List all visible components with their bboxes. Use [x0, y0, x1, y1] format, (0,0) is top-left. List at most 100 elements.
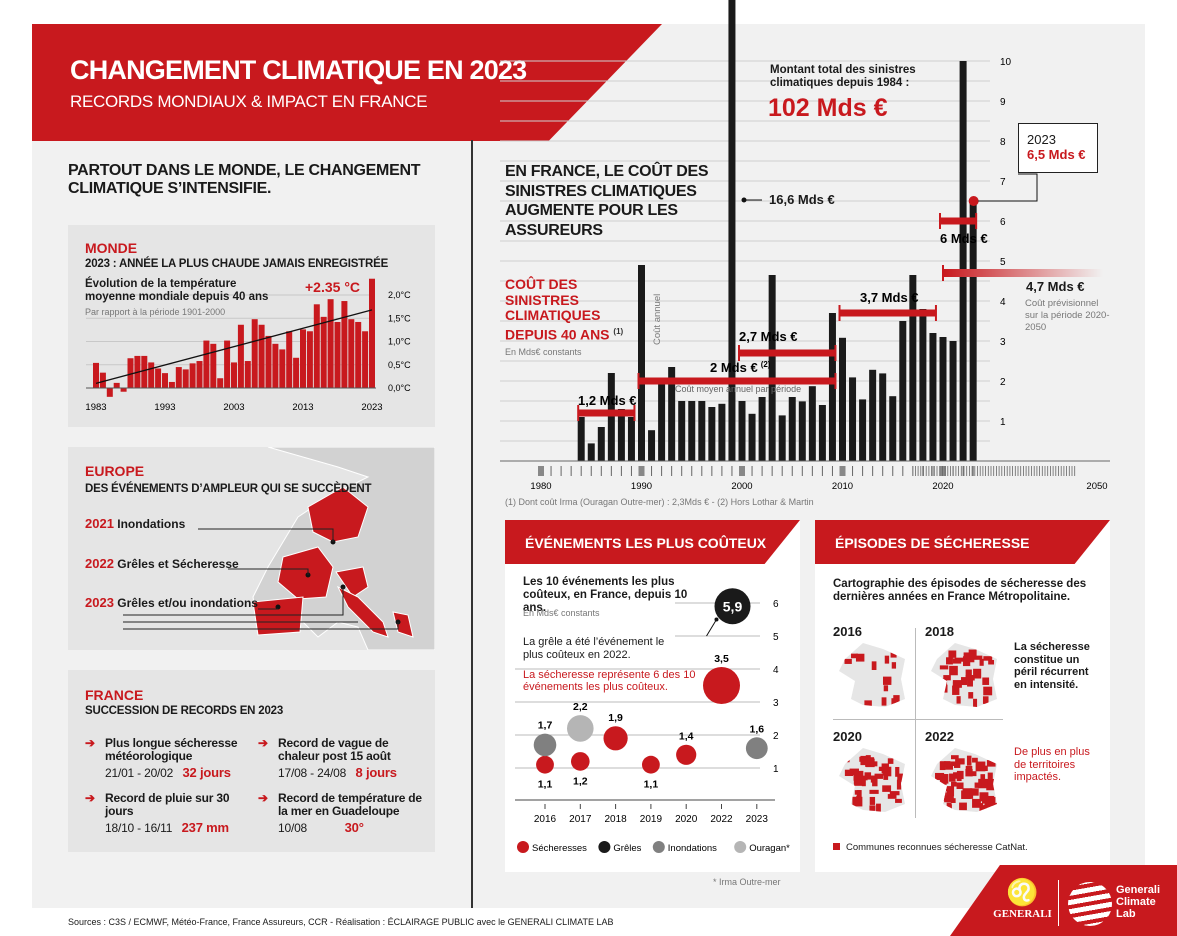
cost-bar	[758, 397, 766, 461]
x-tick	[969, 466, 970, 476]
legend-marker	[652, 841, 665, 853]
temperature-bar	[210, 343, 217, 388]
temperature-bar	[313, 304, 320, 388]
average-label: 2,7 Mds €	[739, 329, 798, 344]
temperature-bar	[231, 362, 237, 388]
record-title: Record de pluie sur 30 jours	[105, 791, 230, 818]
temperature-bar	[175, 367, 182, 388]
record-dates: 10/08	[278, 821, 308, 835]
total-label: Montant total des sinistres climatiques …	[770, 64, 916, 89]
x-tick	[944, 466, 946, 476]
drought-note-territories: De plus en plus de territoires impactés.	[1014, 746, 1090, 783]
x-tick	[739, 466, 745, 476]
x-tick	[1014, 466, 1016, 476]
temperature-bar	[113, 382, 120, 388]
x-tick	[600, 466, 602, 476]
x-tick	[771, 466, 773, 476]
temperature-bar	[217, 378, 224, 388]
cost-bar	[708, 407, 716, 461]
x-tick	[940, 466, 946, 476]
temperature-bar	[106, 388, 113, 397]
x-tick	[1044, 466, 1046, 476]
y-tick-label: 1	[1000, 417, 1006, 428]
average-bar	[839, 309, 936, 317]
average-bar-cap	[834, 373, 837, 389]
x-tick	[1023, 466, 1024, 476]
cost-bar	[889, 396, 897, 461]
data-label: 5,9	[723, 598, 743, 614]
column-divider	[471, 140, 473, 908]
legend-marker	[517, 841, 529, 853]
x-tick	[998, 466, 1000, 476]
x-tick	[1012, 466, 1013, 476]
x-tick	[923, 466, 924, 476]
record-dates: 17/08 - 24/08	[278, 766, 347, 780]
x-tick	[960, 466, 962, 476]
x-tick	[971, 466, 973, 476]
x-tick	[651, 466, 653, 476]
event-bubble	[567, 715, 594, 742]
x-tick	[821, 466, 823, 476]
cost-bar	[778, 415, 786, 461]
average-bar-cap	[577, 405, 580, 421]
record-item: ➔ Record de pluie sur 30 jours 18/10 - 16/…	[85, 791, 255, 835]
monde-title: 2023 : ANNÉE LA PLUS CHAUDE JAMAIS ENREG…	[85, 258, 389, 270]
temperature-bar	[237, 324, 244, 388]
cost-bar	[849, 377, 857, 461]
x-tick	[933, 466, 935, 476]
cost-bar	[617, 409, 625, 461]
drought-legend: Communes reconnues sécheresse CatNat.	[833, 842, 1028, 853]
x-tick	[811, 466, 813, 476]
x-tick	[711, 466, 713, 476]
event-year: 2022	[85, 556, 114, 571]
cost-bar	[678, 401, 686, 461]
temperature-bar	[93, 362, 99, 388]
average-bar	[638, 377, 836, 385]
x-tick	[1066, 466, 1067, 476]
x-tick	[1001, 466, 1003, 476]
x-tick	[1068, 466, 1070, 476]
x-tick-label: 1980	[530, 481, 551, 492]
x-tick	[915, 466, 916, 476]
x-tick	[560, 466, 562, 476]
event-bubble	[571, 752, 590, 771]
x-tick	[852, 466, 854, 476]
x-tick	[1050, 466, 1051, 476]
climate-lab-globe-icon	[1068, 882, 1112, 926]
x-tick-label: 2019	[640, 814, 663, 825]
x-tick	[570, 466, 572, 476]
event-year: 2023	[85, 595, 114, 610]
axis-label: Coût annuel	[652, 293, 663, 345]
event-bubble	[603, 726, 628, 751]
cost-bar	[627, 417, 635, 461]
record-title: Record de vague de chaleur post 15 août	[278, 736, 391, 763]
x-tick-label: 2000	[731, 481, 752, 492]
y-tick-label: 4	[773, 665, 779, 676]
x-tick-label: 1993	[154, 402, 175, 413]
x-tick-label: 2013	[292, 402, 313, 413]
x-tick	[942, 466, 943, 476]
event-text: Grêles et/ou inondations	[117, 596, 258, 610]
event-bubble	[703, 667, 740, 704]
x-tick	[955, 466, 957, 476]
x-tick-label: 2050	[1086, 481, 1107, 492]
x-tick	[1055, 466, 1057, 476]
legend-marker	[598, 841, 611, 853]
temperature-bar	[162, 373, 168, 388]
event-year: 2021	[85, 516, 114, 531]
europe-map	[123, 447, 435, 650]
x-tick	[979, 466, 981, 476]
cost-bar	[698, 401, 706, 461]
footnote-mark: (2)	[761, 360, 771, 369]
x-tick-label: 2010	[832, 481, 853, 492]
y-tick-label: 4	[1000, 297, 1006, 308]
x-tick	[872, 466, 874, 476]
x-tick-label: 1990	[631, 481, 652, 492]
average-bar-cap	[738, 345, 740, 361]
temperature-bar	[341, 301, 348, 388]
legend-label: Grêles	[613, 843, 641, 854]
x-tick	[1063, 466, 1065, 476]
y-tick-label: 6	[1000, 217, 1006, 228]
cost-bar	[688, 401, 696, 461]
temperature-bar	[203, 340, 210, 388]
